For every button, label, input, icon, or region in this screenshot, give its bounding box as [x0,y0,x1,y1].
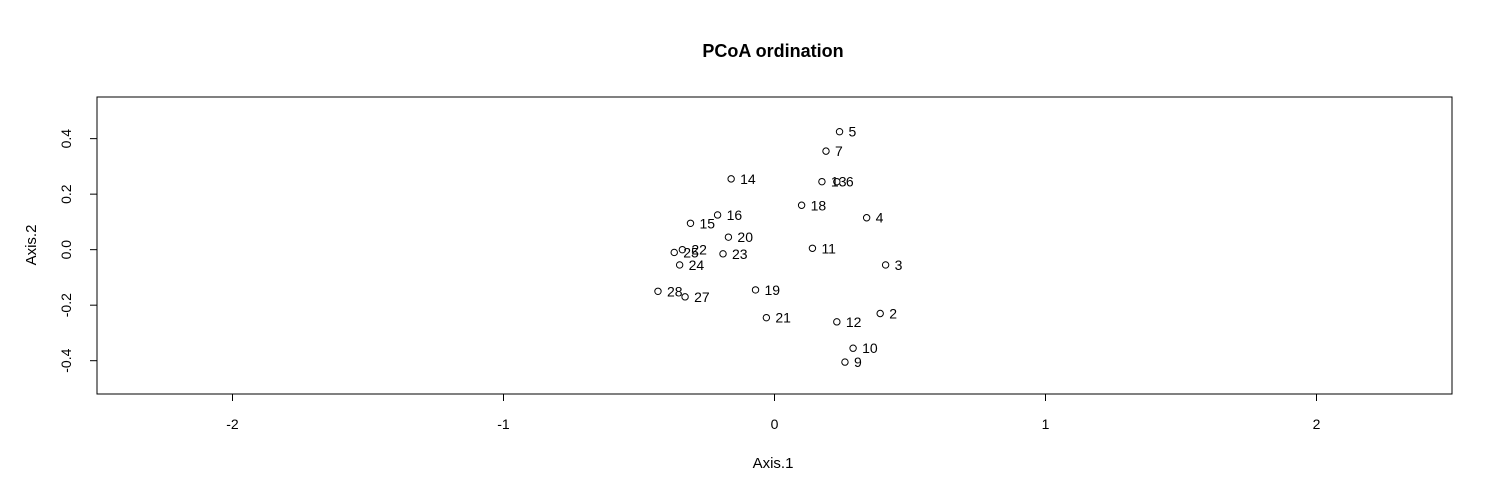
data-point [862,214,871,222]
x-axis-label: Axis.1 [753,455,794,472]
data-point [833,318,841,326]
y-tick-label: 0.0 [58,240,74,260]
x-tick-label: 1 [1042,416,1050,432]
data-point [713,211,722,219]
point-label: 4 [876,210,884,226]
point-label: 27 [694,289,710,305]
y-axis-label: Axis.2 [23,225,40,266]
plot-frame [96,96,1453,395]
point-label: 6 [846,174,854,190]
point-label: 28 [667,283,683,299]
data-point [835,127,844,136]
x-tick-label: 2 [1313,416,1321,432]
point-label: 9 [854,354,862,370]
data-point [654,287,662,295]
point-label: 3 [895,257,903,273]
y-axis: -0.4 -0.2 0.0 0.2 0.4 [58,129,97,373]
x-axis: -2 -1 0 1 2 [226,394,1321,432]
point-label: 5 [849,124,857,140]
data-point [681,293,689,301]
data-point [724,233,733,241]
x-tick-label: -2 [226,416,239,432]
x-tick-label: -1 [497,416,510,432]
point-label: 20 [737,229,753,245]
data-point [881,261,890,269]
point-label: 11 [821,240,836,256]
point-label: 12 [846,314,862,330]
y-tick-label: 0.2 [58,184,74,204]
x-tick-label: 0 [771,416,779,432]
point-label: 10 [862,340,878,356]
data-point [808,244,817,252]
data-point [675,261,684,269]
point-label: 2 [889,306,897,322]
point-label: 16 [727,207,743,223]
data-point [849,344,857,352]
y-tick-label: -0.4 [58,348,74,372]
point-label: 7 [835,143,843,159]
y-tick-label: -0.2 [58,293,74,317]
data-point [818,177,826,186]
point-label: 22 [691,242,707,258]
data-point [719,250,727,258]
data-point [797,201,806,209]
point-label: 19 [765,282,781,298]
point-label: 15 [699,215,715,231]
point-label: 18 [811,197,827,213]
data-point [686,219,695,227]
y-tick-label: 0.4 [58,129,74,149]
data-point [876,309,884,318]
data-point [670,248,678,257]
point-label: 21 [775,310,791,326]
data-point [841,358,849,366]
data-point [833,177,841,186]
chart-title: PCoA ordination [702,41,843,61]
data-point [751,286,760,294]
point-label: 14 [740,171,756,187]
data-point [762,313,771,322]
data-point [678,245,687,254]
point-label: 25 [683,244,699,260]
point-label: 23 [732,246,748,262]
point-label: 24 [689,257,705,273]
data-point [727,175,735,183]
data-point [822,147,830,155]
point-label: 13 [831,174,847,190]
